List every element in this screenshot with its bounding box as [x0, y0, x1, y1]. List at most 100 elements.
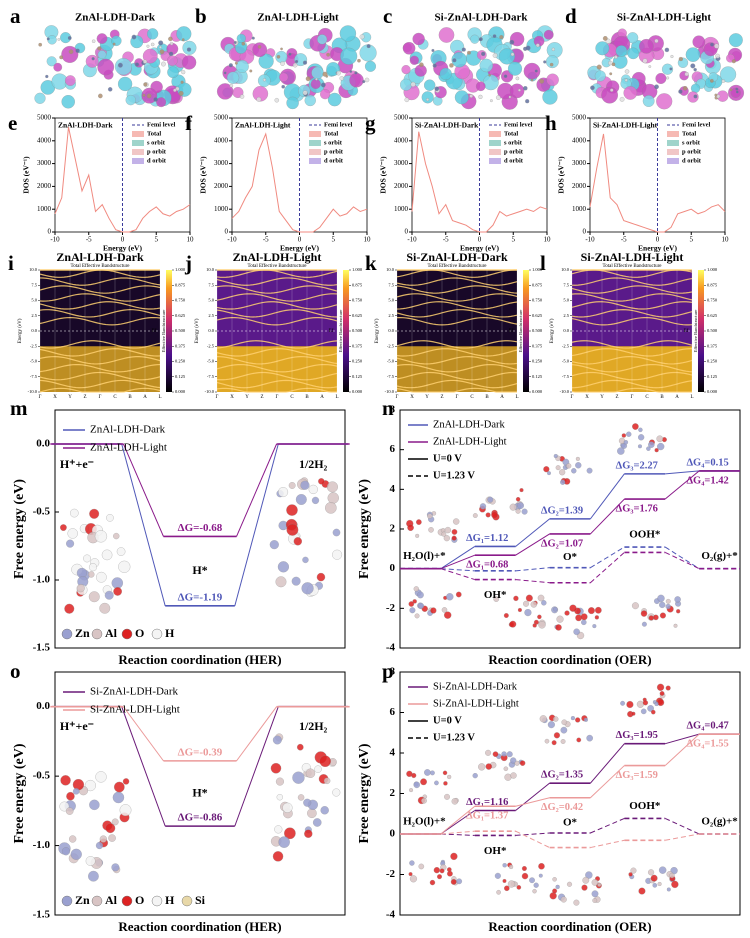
atom-decoration [340, 47, 358, 65]
panel-label: k [365, 251, 377, 275]
k-label: A [675, 395, 679, 400]
y-tick-label: 2.5 [31, 313, 37, 318]
atom-decoration [400, 78, 413, 91]
colorbar [343, 270, 349, 392]
x-tick-label: -5 [86, 236, 92, 244]
structure-title: ZnAl-LDH-Dark [75, 12, 156, 24]
atom-decoration [569, 604, 577, 612]
colorbar-tick-label: 1.000 [707, 267, 718, 272]
atom-decoration [539, 78, 545, 84]
atom-decoration [411, 772, 417, 779]
atom-decoration [112, 42, 116, 46]
atom-decoration [125, 94, 136, 106]
atom-decoration [720, 66, 737, 83]
y-axis-label: DOS (eV⁻¹) [22, 156, 31, 194]
atom-label: H [165, 626, 175, 640]
dos-total [231, 132, 368, 233]
atom-decoration [439, 868, 445, 874]
atom-decoration [61, 45, 79, 63]
colorbar [523, 270, 529, 392]
legend-label: p orbit [324, 148, 344, 155]
atom-decoration [305, 76, 311, 82]
atom-decoration [617, 447, 625, 455]
y-tick-label: -5.0 [562, 359, 570, 364]
atom-decoration [470, 34, 480, 44]
atom-decoration [560, 479, 566, 485]
atom-decoration [317, 34, 328, 45]
atom-decoration [517, 607, 522, 613]
atom-decoration [426, 98, 430, 102]
atom-decoration [627, 47, 640, 60]
atom-decoration [275, 576, 287, 588]
atom-decoration [408, 601, 415, 607]
connector [440, 830, 475, 835]
dos-total [54, 127, 191, 233]
atom-decoration [295, 60, 299, 64]
y-tick-label: 0 [390, 562, 396, 574]
atom-decoration [75, 48, 80, 53]
atom-decoration [441, 531, 447, 537]
atom-decoration [478, 94, 483, 99]
category-label: OH* [484, 589, 507, 601]
atom-decoration [257, 45, 262, 49]
colorbar-tick-label: 0.375 [707, 343, 718, 348]
y-tick-label: -7.5 [30, 374, 38, 379]
atom-decoration [715, 53, 720, 59]
atom-decoration [503, 74, 508, 78]
annotation: H* [192, 563, 207, 577]
panel-label: j [184, 251, 192, 275]
connector [664, 817, 700, 835]
atom-decoration [432, 63, 437, 68]
atom-decoration [591, 879, 599, 886]
atom-decoration [91, 39, 96, 43]
y-tick-label: 7.5 [563, 282, 569, 287]
value-label: ΔG=-0.68 [178, 522, 223, 534]
connector [664, 551, 700, 570]
panel-label: n [382, 396, 394, 420]
atom-decoration [444, 526, 452, 534]
atom-decoration [226, 71, 240, 84]
atom-decoration [339, 76, 344, 81]
atom-decoration [89, 799, 100, 811]
atom-swatch [151, 628, 163, 640]
atom-label: Al [105, 893, 118, 907]
y-tick-label: -1.5 [33, 642, 51, 654]
k-label: Γ [456, 395, 459, 400]
atom-decoration [270, 762, 282, 774]
atom-decoration [279, 72, 289, 82]
legend-label: p orbit [147, 148, 167, 155]
dos-title: ZnAl-LDH-Dark [58, 121, 113, 130]
atom-decoration [544, 738, 550, 744]
colorbar-tick-label: 0.625 [532, 313, 543, 318]
atom-decoration [66, 791, 75, 801]
legend-label: U=1.23 V [433, 470, 475, 481]
atom-decoration [595, 41, 610, 56]
atom-decoration [88, 563, 97, 572]
atom-decoration [521, 508, 528, 515]
atom-decoration [543, 466, 550, 473]
colorbar [166, 270, 172, 392]
atom-decoration [619, 96, 625, 102]
y-tick-label: 2000 [214, 182, 229, 190]
y-tick-label: -2 [386, 602, 396, 614]
atom-decoration [513, 595, 519, 602]
step-label: ΔG₄=1.42 [686, 475, 728, 486]
atom-decoration [654, 84, 659, 90]
atom-decoration [418, 863, 425, 870]
y-tick-label: -1.0 [33, 574, 51, 586]
colorbar-tick-label: 0.500 [175, 328, 186, 333]
atom-decoration [415, 533, 420, 538]
step-label: ΔG₃=1.76 [616, 503, 658, 514]
atom-decoration [478, 38, 482, 42]
step-label: ΔG₁=1.37 [466, 811, 508, 822]
atom-decoration [407, 524, 414, 531]
atom-decoration [613, 55, 618, 59]
step-label: ΔG₂=1.35 [541, 770, 583, 781]
atom-decoration [168, 36, 173, 42]
atom-decoration [555, 465, 561, 471]
atom-decoration [57, 38, 61, 41]
atom-decoration [559, 469, 566, 476]
atom-decoration [537, 614, 542, 620]
y-tick-label: 5.0 [208, 298, 214, 303]
atom-decoration [46, 56, 57, 67]
